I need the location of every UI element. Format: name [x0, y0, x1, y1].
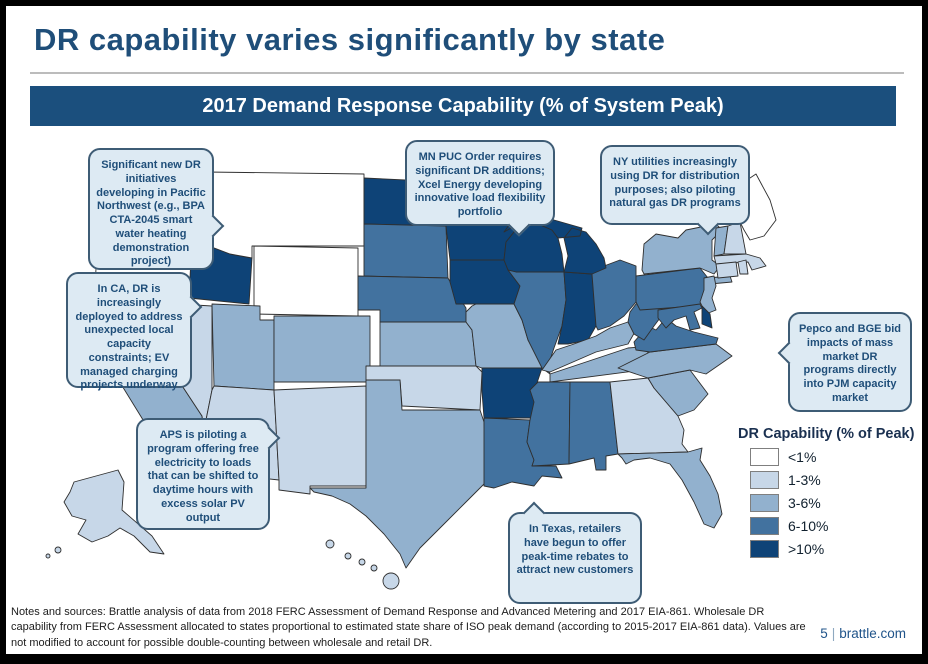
legend-title: DR Capability (% of Peak) — [738, 426, 915, 442]
legend-swatch-3-6-icon — [750, 494, 779, 512]
map-legend: DR Capability (% of Peak) <1% 1-3% 3-6% … — [738, 426, 924, 563]
state-md — [657, 303, 703, 331]
state-sc — [647, 369, 709, 417]
legend-row: 3-6% — [750, 494, 924, 512]
state-tx — [309, 379, 487, 569]
callout-california: In CA, DR is increasingly deployed to ad… — [66, 272, 203, 392]
legend-label: 6-10% — [788, 518, 829, 534]
state-ms — [526, 381, 571, 467]
callout-text: Significant new DR initiatives developin… — [96, 159, 206, 268]
legend-swatch-gt10-icon — [750, 540, 779, 558]
legend-swatch-1-3-icon — [750, 471, 779, 489]
notes-and-sources: Notes and sources: Brattle analysis of d… — [11, 606, 806, 649]
state-mt — [205, 171, 365, 259]
state-fl — [617, 447, 723, 529]
state-nj — [699, 275, 717, 315]
callout-text: In CA, DR is increasingly deployed to ad… — [75, 283, 183, 392]
callout-aps-arizona: APS is piloting a program offering free … — [136, 418, 281, 530]
state-ks — [379, 321, 477, 367]
legend-row: >10% — [750, 540, 924, 558]
callout-text: Pepco and BGE bid impacts of mass market… — [798, 323, 902, 404]
state-ut — [211, 303, 275, 391]
state-hi-island — [370, 564, 378, 572]
state-hi-island — [325, 539, 335, 549]
us-choropleth-map — [45, 171, 777, 590]
legend-label: 1-3% — [788, 472, 821, 488]
callout-text: In Texas, retailers have begun to offer … — [516, 523, 634, 577]
site-link[interactable]: brattle.com — [839, 626, 906, 641]
state-ak-island — [45, 553, 51, 559]
callout-text: MN PUC Order requires significant DR add… — [414, 151, 546, 218]
legend-swatch-6-10-icon — [750, 517, 779, 535]
callout-texas: In Texas, retailers have begun to offer … — [508, 501, 642, 604]
legend-label: <1% — [788, 449, 817, 465]
legend-row: 6-10% — [750, 517, 924, 535]
legend-row: 1-3% — [750, 471, 924, 489]
legend-row: <1% — [750, 448, 924, 466]
state-nm — [273, 385, 367, 495]
page-reference: 5 | brattle.com — [820, 626, 906, 641]
state-hi-island — [382, 572, 400, 590]
page-title: DR capability varies significantly by st… — [34, 22, 666, 57]
legend-label: 3-6% — [788, 495, 821, 511]
state-de — [701, 305, 713, 329]
slide: DR capability varies significantly by st… — [6, 6, 922, 654]
callout-text: APS is piloting a program offering free … — [147, 429, 259, 524]
state-hi-island — [344, 552, 352, 560]
state-ak — [63, 469, 165, 555]
page-number: 5 — [820, 626, 828, 641]
state-al — [568, 381, 619, 471]
state-ct — [715, 261, 739, 279]
title-underline — [30, 72, 904, 74]
state-oh — [591, 259, 637, 331]
callout-pacific-northwest: Significant new DR initiatives developin… — [88, 148, 225, 270]
callout-new-york: NY utilities increasingly using DR for d… — [600, 145, 750, 236]
state-wy — [253, 245, 359, 317]
state-ak-island — [54, 546, 62, 554]
legend-label: >10% — [788, 541, 825, 557]
state-ri — [737, 259, 749, 275]
state-pa — [635, 267, 709, 311]
state-hi-island — [358, 558, 366, 566]
callout-text: NY utilities increasingly using DR for d… — [609, 156, 741, 210]
map-banner-title: 2017 Demand Response Capability (% of Sy… — [30, 86, 896, 126]
page-separator: | — [831, 626, 836, 641]
callout-pepco-bge: Pepco and BGE bid impacts of mass market… — [777, 312, 912, 412]
legend-swatch-lt1-icon — [750, 448, 779, 466]
state-sd — [363, 223, 449, 279]
state-va — [633, 317, 719, 353]
state-co — [273, 315, 371, 383]
callout-minnesota: MN PUC Order requires significant DR add… — [405, 140, 555, 237]
